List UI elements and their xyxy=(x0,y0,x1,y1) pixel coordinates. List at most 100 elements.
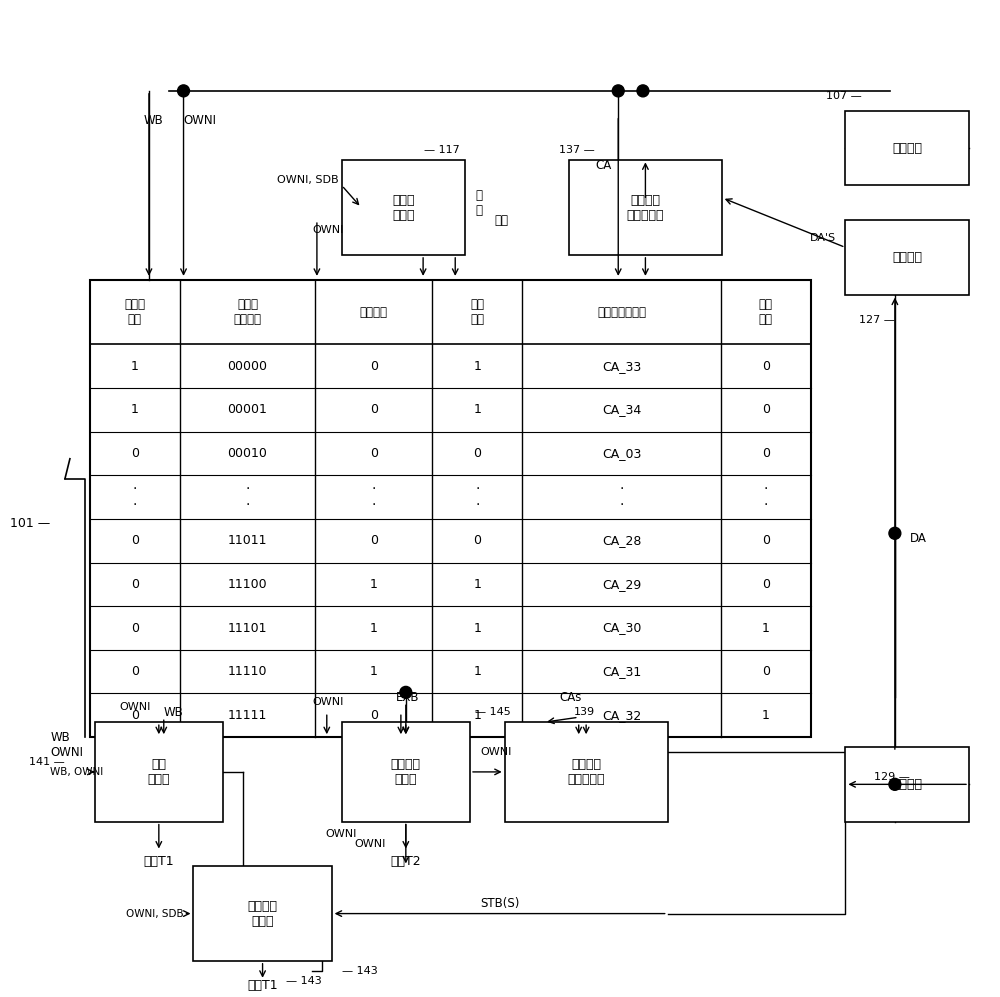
FancyBboxPatch shape xyxy=(342,161,465,255)
Text: 129 —: 129 — xyxy=(874,772,910,782)
Text: 139: 139 xyxy=(574,707,595,717)
Text: 0: 0 xyxy=(370,360,378,373)
Text: STB(S): STB(S) xyxy=(480,897,519,910)
Text: CA_32: CA_32 xyxy=(602,709,641,722)
Text: 1: 1 xyxy=(473,709,481,722)
Text: 0: 0 xyxy=(370,534,378,547)
Text: ·
·: · · xyxy=(245,482,250,512)
Text: OWNI: OWNI xyxy=(355,839,386,849)
Text: — 143: — 143 xyxy=(342,966,377,976)
Text: 0: 0 xyxy=(131,447,139,460)
Text: ·
·: · · xyxy=(764,482,768,512)
Text: 设定: 设定 xyxy=(495,213,509,226)
Text: CA_31: CA_31 xyxy=(602,665,641,678)
Bar xyxy=(90,280,811,737)
Text: 设定T1: 设定T1 xyxy=(144,854,174,868)
Text: OWNI: OWNI xyxy=(119,702,151,712)
Text: 00001: 00001 xyxy=(228,404,267,417)
Text: OWNI: OWNI xyxy=(325,830,356,839)
Text: 第二逾时
侦测比较器: 第二逾时 侦测比较器 xyxy=(567,758,605,786)
Text: 00010: 00010 xyxy=(228,447,267,460)
Text: WB: WB xyxy=(164,706,184,719)
Text: OWNI: OWNI xyxy=(480,747,511,757)
Text: 缠绕位
栏位: 缠绕位 栏位 xyxy=(124,298,145,326)
Text: CA_30: CA_30 xyxy=(602,621,641,634)
Text: 0: 0 xyxy=(370,404,378,417)
Text: 0: 0 xyxy=(762,534,770,547)
Text: 0: 0 xyxy=(762,404,770,417)
Text: OWNI: OWNI xyxy=(50,746,83,759)
Text: 执行栏位: 执行栏位 xyxy=(360,306,388,319)
Text: CA_28: CA_28 xyxy=(602,534,641,547)
Text: 1: 1 xyxy=(473,360,481,373)
Text: 11100: 11100 xyxy=(228,578,267,591)
Text: 137 —: 137 — xyxy=(559,146,595,156)
Text: WB: WB xyxy=(50,731,70,744)
FancyBboxPatch shape xyxy=(569,161,722,255)
Circle shape xyxy=(178,85,189,97)
Text: 第一逾时
侦测比较器: 第一逾时 侦测比较器 xyxy=(627,193,664,221)
Text: 1: 1 xyxy=(131,404,139,417)
Text: OWNI, SDB: OWNI, SDB xyxy=(277,175,339,185)
Text: OWNI: OWNI xyxy=(312,697,343,707)
Text: 0: 0 xyxy=(762,665,770,678)
Text: 逾时
栏位: 逾时 栏位 xyxy=(759,298,773,326)
Circle shape xyxy=(637,85,649,97)
Text: 撷取模块: 撷取模块 xyxy=(892,142,922,155)
Text: 1: 1 xyxy=(473,404,481,417)
Text: EXB: EXB xyxy=(396,691,419,704)
Text: 设
定: 设 定 xyxy=(475,188,482,216)
Text: 储存队列: 储存队列 xyxy=(892,251,922,264)
Text: 第一逾时
侦测器: 第一逾时 侦测器 xyxy=(248,899,278,927)
Text: 101 —: 101 — xyxy=(10,516,50,529)
Text: 11011: 11011 xyxy=(228,534,267,547)
Text: 储存管线: 储存管线 xyxy=(892,778,922,791)
FancyBboxPatch shape xyxy=(845,111,969,185)
Text: 1: 1 xyxy=(762,621,770,634)
Text: 所有权
索引栏位: 所有权 索引栏位 xyxy=(233,298,261,326)
Text: 0: 0 xyxy=(131,578,139,591)
Text: 0: 0 xyxy=(131,534,139,547)
Text: 0: 0 xyxy=(131,621,139,634)
Text: CA_03: CA_03 xyxy=(602,447,641,460)
Text: 00000: 00000 xyxy=(227,360,267,373)
FancyBboxPatch shape xyxy=(193,866,332,961)
Text: OWNI, SDB: OWNI, SDB xyxy=(126,908,184,918)
Text: 1: 1 xyxy=(370,665,378,678)
Text: 0: 0 xyxy=(370,709,378,722)
Text: CA_33: CA_33 xyxy=(602,360,641,373)
Text: 快取线地址栏位: 快取线地址栏位 xyxy=(597,306,646,319)
Text: 0: 0 xyxy=(131,665,139,678)
Text: — 143: — 143 xyxy=(286,976,322,986)
Text: 1: 1 xyxy=(473,578,481,591)
Text: — 145: — 145 xyxy=(475,707,511,717)
Text: 1: 1 xyxy=(473,665,481,678)
FancyBboxPatch shape xyxy=(505,722,668,822)
Text: 有效
栏位: 有效 栏位 xyxy=(470,298,484,326)
Text: 11111: 11111 xyxy=(228,709,267,722)
Text: 第二逾时
侦测器: 第二逾时 侦测器 xyxy=(391,758,421,786)
Text: 1: 1 xyxy=(762,709,770,722)
Text: 暂存器
别名表: 暂存器 别名表 xyxy=(392,193,415,221)
Text: ·
·: · · xyxy=(475,482,480,512)
Text: ·
·: · · xyxy=(133,482,137,512)
Circle shape xyxy=(889,779,901,791)
Text: 1: 1 xyxy=(370,621,378,634)
Text: CA_29: CA_29 xyxy=(602,578,641,591)
Text: 设定T2: 设定T2 xyxy=(391,854,421,868)
Text: 127 —: 127 — xyxy=(859,314,895,325)
Circle shape xyxy=(400,686,412,698)
Text: 1: 1 xyxy=(370,578,378,591)
Text: 1: 1 xyxy=(131,360,139,373)
FancyBboxPatch shape xyxy=(342,722,470,822)
Text: DA'S: DA'S xyxy=(809,232,836,242)
Text: 设定T1: 设定T1 xyxy=(247,979,278,992)
Text: 0: 0 xyxy=(762,447,770,460)
Text: 0: 0 xyxy=(473,447,481,460)
FancyBboxPatch shape xyxy=(845,747,969,822)
Text: ·
·: · · xyxy=(619,482,624,512)
Text: WB: WB xyxy=(144,115,164,128)
Text: 0: 0 xyxy=(131,709,139,722)
Text: 11101: 11101 xyxy=(228,621,267,634)
Text: CA_34: CA_34 xyxy=(602,404,641,417)
